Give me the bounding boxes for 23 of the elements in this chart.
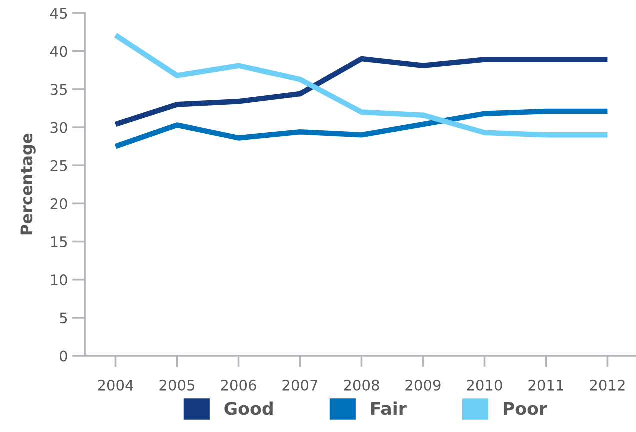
y-tick-label: 40 <box>50 46 68 58</box>
x-tick-label: 2012 <box>590 380 625 391</box>
legend-label: Fair <box>371 402 407 416</box>
x-tick-label: 2009 <box>406 380 441 391</box>
y-tick-label: 15 <box>51 236 68 248</box>
y-tick-label: 5 <box>60 312 68 324</box>
y-tick-label: 10 <box>51 274 68 286</box>
y-tick-label: 25 <box>50 160 68 172</box>
x-tick-label: 2006 <box>221 380 256 391</box>
x-tick-label: 2010 <box>467 380 502 391</box>
x-tick-label: 2011 <box>528 380 564 391</box>
x-tick-label: 2008 <box>344 380 380 391</box>
x-tick-label: 2007 <box>282 380 318 391</box>
y-tick-label: 35 <box>50 84 68 96</box>
x-tick-label: 2004 <box>98 380 134 391</box>
y-tick-label: 30 <box>50 122 68 134</box>
y-tick-label: 20 <box>50 198 68 210</box>
legend-label: Poor <box>504 402 548 416</box>
legend-label: Good <box>224 402 273 416</box>
y-tick-label: 45 <box>50 8 68 20</box>
x-tick-label: 2005 <box>160 380 195 391</box>
y-tick-label: 0 <box>60 350 68 362</box>
y-axis-title: Percentage <box>20 134 36 235</box>
